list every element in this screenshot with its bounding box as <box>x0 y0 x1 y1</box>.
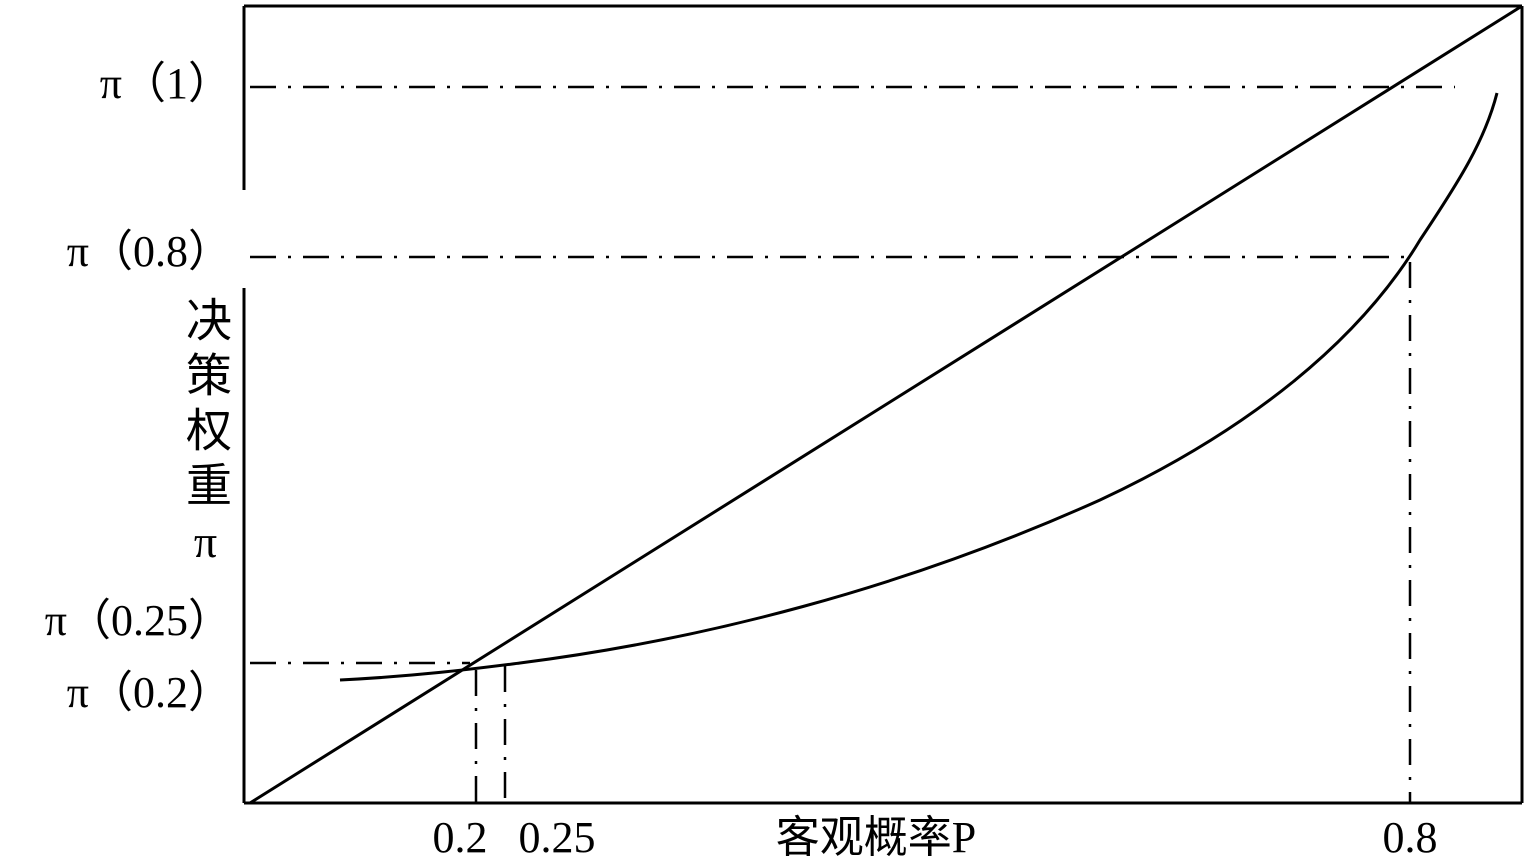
y-label: π（0.2） <box>67 668 232 717</box>
y-label: π（0.25） <box>45 596 232 645</box>
x-axis-title: 客观概率P <box>776 813 976 862</box>
weighting-curve <box>339 92 1499 682</box>
y-label: π（0.8） <box>67 227 232 276</box>
frame <box>242 4 1524 805</box>
diagonal <box>249 4 1523 805</box>
x-label: 0.25 <box>519 813 596 862</box>
y-axis-title: 决策权重π <box>180 296 231 576</box>
x-label: 0.2 <box>433 813 488 862</box>
y-label: π（1） <box>100 59 232 108</box>
x-label: 0.8 <box>1383 813 1438 862</box>
